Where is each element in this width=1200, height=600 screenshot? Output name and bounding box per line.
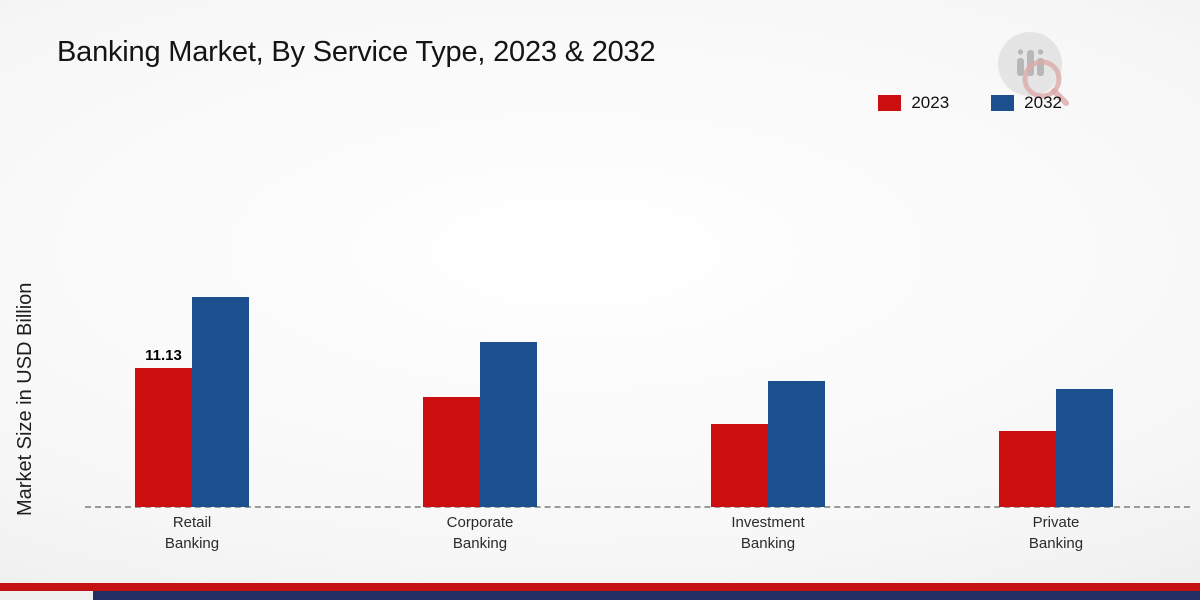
legend-item-2023: 2023 xyxy=(878,93,949,113)
legend-swatch-2032 xyxy=(991,95,1015,111)
legend-label-2023: 2023 xyxy=(911,93,950,112)
x-axis-label-private-banking: Private Banking xyxy=(999,513,1113,554)
x-axis-label-line1: Retail xyxy=(172,514,212,531)
legend-swatch-2023 xyxy=(878,95,902,111)
x-axis-label-line1: Corporate xyxy=(446,514,514,531)
x-axis-label-line2: Banking xyxy=(164,534,220,552)
x-axis-label-retail-banking: Retail Banking xyxy=(135,513,249,554)
bar-value-label: 11.13 xyxy=(145,347,182,364)
x-axis-label-corporate-banking: Corporate Banking xyxy=(423,513,537,554)
x-axis-label-line2: Banking xyxy=(1028,534,1084,552)
bar-2023-corporate-banking xyxy=(423,397,480,507)
legend-label-2032: 2032 xyxy=(1024,93,1062,112)
x-axis-label-line1: Private xyxy=(1032,514,1080,531)
legend: 2023 2032 xyxy=(878,93,1062,113)
x-axis-label-line2: Banking xyxy=(740,534,796,552)
bar-2032-investment-banking xyxy=(768,381,825,507)
bar-2023-investment-banking xyxy=(711,424,768,507)
x-axis-line xyxy=(85,506,1190,508)
footer-navy-stripe xyxy=(93,591,1200,600)
footer-red-stripe xyxy=(0,583,1200,591)
bar-2023-retail-banking: 11.13 xyxy=(135,347,192,507)
x-axis-label-investment-banking: Investment Banking xyxy=(711,513,825,554)
market-research-logo-watermark xyxy=(998,32,1069,106)
x-axis-label-line1: Investment xyxy=(731,514,805,531)
bar-group-private-banking xyxy=(999,389,1113,507)
legend-item-2032: 2032 xyxy=(991,93,1062,113)
bar-2023-private-banking xyxy=(999,431,1056,507)
bar-group-retail-banking: 11.13 xyxy=(135,297,249,507)
x-axis-label-line2: Banking xyxy=(452,534,508,552)
bar-2032-corporate-banking xyxy=(480,342,537,507)
chart-title: Banking Market, By Service Type, 2023 & … xyxy=(57,36,656,68)
bar-group-investment-banking xyxy=(711,381,825,507)
bar-group-corporate-banking xyxy=(423,342,537,507)
logo-magnifier-icon xyxy=(1022,59,1069,106)
bar-2032-retail-banking xyxy=(192,297,249,507)
bar-2032-private-banking xyxy=(1056,389,1113,507)
